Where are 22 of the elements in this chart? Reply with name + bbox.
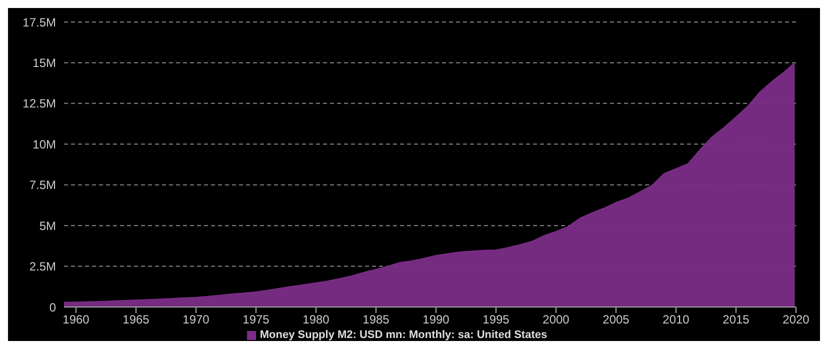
y-tick-label: 12.5M [22,96,56,111]
y-tick-label: 2.5M [29,260,56,274]
y-tick-label: 0 [49,300,56,314]
y-tick-label: 10M [32,137,56,152]
x-tick-label: 2010 [662,312,690,327]
x-tick-label: 1965 [122,312,150,327]
x-tick-label: 1980 [302,312,330,327]
x-tick-label: 2015 [722,312,750,327]
x-tick-label: 1990 [422,312,450,327]
y-tick-label: 17.5M [22,15,56,30]
y-tick-label: 15M [32,56,56,70]
x-tick-label: 2020 [782,312,810,327]
y-tick-label: 7.5M [29,178,56,192]
x-tick-label: 1985 [362,312,390,327]
legend-label: Money Supply M2: USD mn: Monthly: sa: United States [260,329,548,341]
x-tick-label: 2005 [602,312,630,327]
x-tick-label: 2000 [542,312,570,327]
x-tick-label: 1970 [182,312,210,327]
x-tick-label: 1975 [242,312,270,327]
y-tick-label: 5M [39,218,56,233]
x-tick-label: 1995 [482,312,510,327]
x-tick-label: 1960 [62,312,90,327]
